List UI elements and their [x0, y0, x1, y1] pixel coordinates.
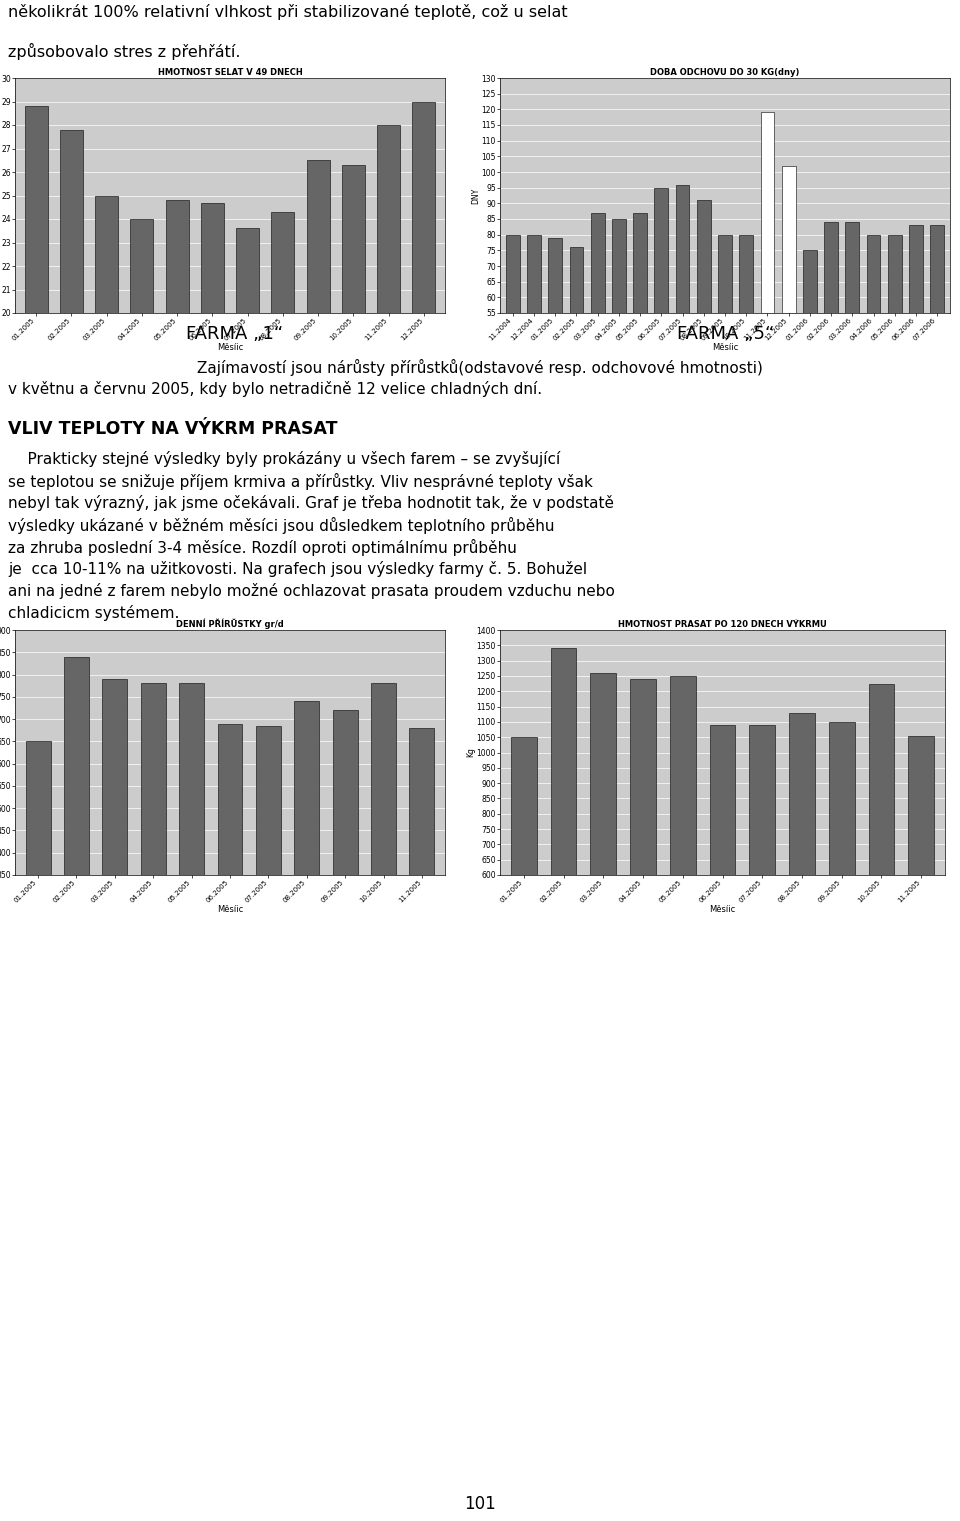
Bar: [760, 113, 775, 485]
Text: několikrát 100% relativní vlhkost při stabilizované teplotě, což u selat: několikrát 100% relativní vlhkost při st…: [8, 5, 567, 20]
Bar: [95, 196, 118, 783]
Bar: [103, 678, 128, 1031]
Text: nebyl tak výrazný, jak jsme očekávali. Graf je třeba hodnotit tak, že v podstatě: nebyl tak výrazný, jak jsme očekávali. G…: [8, 494, 614, 511]
Bar: [551, 648, 577, 1059]
Text: VLIV TEPLOTY NA VÝKRM PRASAT: VLIV TEPLOTY NA VÝKRM PRASAT: [8, 420, 338, 438]
Bar: [930, 225, 945, 485]
Bar: [676, 184, 689, 485]
Bar: [739, 234, 754, 485]
Bar: [869, 683, 895, 1059]
Bar: [256, 726, 281, 1031]
Title: DENNÍ PŘÍRŬSTKY gr/d: DENNÍ PŘÍRŬSTKY gr/d: [176, 619, 284, 630]
Bar: [634, 213, 647, 485]
Bar: [180, 683, 204, 1031]
Title: HMOTNOST SELAT V 49 DNECH: HMOTNOST SELAT V 49 DNECH: [157, 68, 302, 78]
Bar: [64, 657, 89, 1031]
Bar: [413, 102, 435, 783]
Bar: [569, 248, 584, 485]
Bar: [789, 713, 815, 1059]
Title: DOBA ODCHOVU DO 30 KG(dny): DOBA ODCHOVU DO 30 KG(dny): [650, 68, 800, 78]
Bar: [342, 164, 365, 783]
Bar: [590, 213, 605, 485]
Bar: [333, 710, 358, 1031]
Bar: [236, 228, 259, 783]
Bar: [846, 222, 859, 485]
Bar: [888, 234, 901, 485]
Bar: [908, 736, 934, 1059]
Bar: [630, 678, 656, 1059]
Title: HMOTNOST PRASAT PO 120 DNECH VÝKRMU: HMOTNOST PRASAT PO 120 DNECH VÝKRMU: [618, 621, 827, 630]
Text: je  cca 10-11% na užitkovosti. Na grafech jsou výsledky farmy č. 5. Bohužel: je cca 10-11% na užitkovosti. Na grafech…: [8, 561, 588, 576]
Text: ani na jedné z farem nebylo možné ochlazovat prasata proudem vzduchu nebo: ani na jedné z farem nebylo možné ochlaz…: [8, 583, 614, 599]
Bar: [372, 683, 396, 1031]
Bar: [272, 211, 295, 783]
Bar: [655, 187, 668, 485]
Text: Prakticky stejné výsledky byly prokázány u všech farem – se zvyšující: Prakticky stejné výsledky byly prokázány…: [8, 452, 561, 467]
Text: výsledky ukázané v běžném měsíci jsou důsledkem teplotního průběhu: výsledky ukázané v běžném měsíci jsou dů…: [8, 517, 555, 534]
Bar: [141, 683, 166, 1031]
X-axis label: Měsíic: Měsíic: [217, 905, 243, 914]
Bar: [306, 160, 329, 783]
Bar: [709, 726, 735, 1059]
Bar: [218, 724, 243, 1031]
Bar: [506, 234, 519, 485]
Bar: [25, 106, 48, 783]
Bar: [718, 234, 732, 485]
Text: chladicicm systémem.: chladicicm systémem.: [8, 605, 180, 621]
Y-axis label: Kg: Kg: [466, 747, 475, 757]
Bar: [201, 202, 224, 783]
Bar: [410, 729, 435, 1031]
Bar: [590, 672, 616, 1059]
Bar: [670, 675, 696, 1059]
Text: způsobovalo stres z přehřátí.: způsobovalo stres z přehřátí.: [8, 44, 241, 61]
Bar: [131, 219, 154, 783]
Y-axis label: DNY: DNY: [471, 187, 480, 204]
Bar: [166, 201, 188, 783]
Bar: [828, 722, 854, 1059]
Bar: [803, 251, 817, 485]
Text: v květnu a červnu 2005, kdy bylo netradičně 12 velice chladných dní.: v květnu a červnu 2005, kdy bylo netradi…: [8, 380, 542, 397]
Text: FARMA „5“: FARMA „5“: [677, 325, 774, 344]
Bar: [781, 166, 796, 485]
Bar: [548, 237, 563, 485]
Bar: [825, 222, 838, 485]
Text: se teplotou se snižuje příjem krmiva a přírůstky. Vliv nesprávné teploty však: se teplotou se snižuje příjem krmiva a p…: [8, 473, 593, 490]
Bar: [295, 701, 320, 1031]
Bar: [909, 225, 923, 485]
Bar: [511, 738, 537, 1059]
Bar: [60, 129, 83, 783]
X-axis label: Měsíic: Měsíic: [217, 344, 243, 353]
Bar: [527, 234, 540, 485]
Bar: [867, 234, 880, 485]
Text: FARMA „1“: FARMA „1“: [186, 325, 283, 344]
Bar: [697, 201, 710, 485]
X-axis label: Měsíic: Měsíic: [709, 905, 735, 914]
Text: za zhruba poslední 3-4 měsíce. Rozdíl oproti optimálnímu průběhu: za zhruba poslední 3-4 měsíce. Rozdíl op…: [8, 538, 516, 555]
Bar: [26, 741, 51, 1031]
Bar: [612, 219, 626, 485]
X-axis label: Měsíic: Měsíic: [712, 344, 738, 353]
Text: Zajímavostí jsou nárůsty přírůstků(odstavové resp. odchovové hmotnosti): Zajímavostí jsou nárůsty přírůstků(odsta…: [197, 359, 763, 376]
Bar: [377, 125, 400, 783]
Text: 101: 101: [464, 1495, 496, 1513]
Bar: [750, 726, 775, 1059]
